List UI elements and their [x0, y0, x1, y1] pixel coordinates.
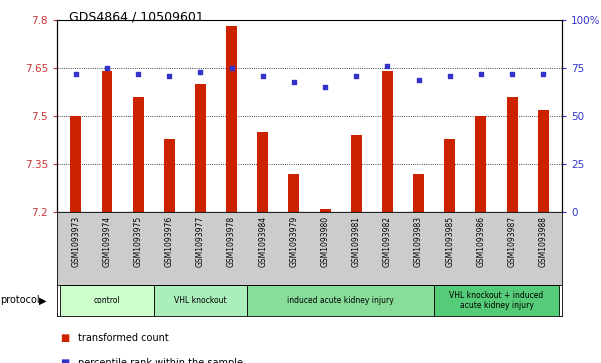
Text: VHL knockout + induced
acute kidney injury: VHL knockout + induced acute kidney inju…: [450, 291, 544, 310]
Bar: [102, 71, 112, 212]
Point: [227, 65, 236, 71]
Point: [413, 77, 423, 82]
Point: [320, 85, 330, 90]
Point: [445, 73, 454, 79]
Text: GDS4864 / 10509601: GDS4864 / 10509601: [69, 11, 204, 24]
Point: [352, 73, 361, 79]
Text: protocol: protocol: [1, 295, 40, 305]
Text: ▶: ▶: [39, 295, 46, 305]
Bar: [288, 174, 299, 212]
Text: GSM1093974: GSM1093974: [102, 216, 111, 267]
Text: GSM1093975: GSM1093975: [133, 216, 142, 267]
Text: GSM1093983: GSM1093983: [414, 216, 423, 267]
Text: transformed count: transformed count: [78, 333, 169, 343]
Bar: [444, 139, 455, 212]
Text: GSM1093988: GSM1093988: [538, 216, 548, 267]
Text: GSM1093976: GSM1093976: [165, 216, 174, 267]
Point: [71, 71, 81, 77]
Text: GSM1093985: GSM1093985: [445, 216, 454, 267]
Bar: [320, 209, 331, 212]
Bar: [434, 285, 559, 316]
Bar: [154, 285, 247, 316]
Text: VHL knockout: VHL knockout: [174, 296, 227, 305]
Bar: [60, 285, 154, 316]
Bar: [538, 110, 549, 212]
Bar: [382, 71, 393, 212]
Text: GSM1093977: GSM1093977: [196, 216, 205, 267]
Point: [383, 63, 392, 69]
Text: GSM1093973: GSM1093973: [72, 216, 81, 267]
Point: [165, 73, 174, 79]
Point: [507, 71, 517, 77]
Text: GSM1093980: GSM1093980: [320, 216, 329, 267]
Point: [476, 71, 486, 77]
Point: [289, 79, 299, 85]
Bar: [351, 135, 362, 212]
Bar: [257, 132, 268, 212]
Point: [102, 65, 112, 71]
Bar: [507, 97, 517, 212]
Text: control: control: [94, 296, 120, 305]
Bar: [413, 174, 424, 212]
Text: GSM1093981: GSM1093981: [352, 216, 361, 267]
Text: ■: ■: [60, 333, 69, 343]
Text: GSM1093986: GSM1093986: [477, 216, 486, 267]
Point: [196, 69, 206, 75]
Text: GSM1093979: GSM1093979: [290, 216, 299, 267]
Bar: [70, 116, 81, 212]
Text: percentile rank within the sample: percentile rank within the sample: [78, 358, 243, 363]
Point: [133, 71, 143, 77]
Text: GSM1093982: GSM1093982: [383, 216, 392, 267]
Point: [538, 71, 548, 77]
Point: [258, 73, 267, 79]
Text: GSM1093978: GSM1093978: [227, 216, 236, 267]
Text: induced acute kidney injury: induced acute kidney injury: [287, 296, 394, 305]
Bar: [475, 116, 486, 212]
Text: GSM1093984: GSM1093984: [258, 216, 267, 267]
Bar: [164, 139, 175, 212]
Bar: [133, 97, 144, 212]
Text: GSM1093987: GSM1093987: [508, 216, 517, 267]
Text: ■: ■: [60, 358, 69, 363]
Bar: [247, 285, 434, 316]
Bar: [195, 84, 206, 212]
Bar: [226, 26, 237, 212]
